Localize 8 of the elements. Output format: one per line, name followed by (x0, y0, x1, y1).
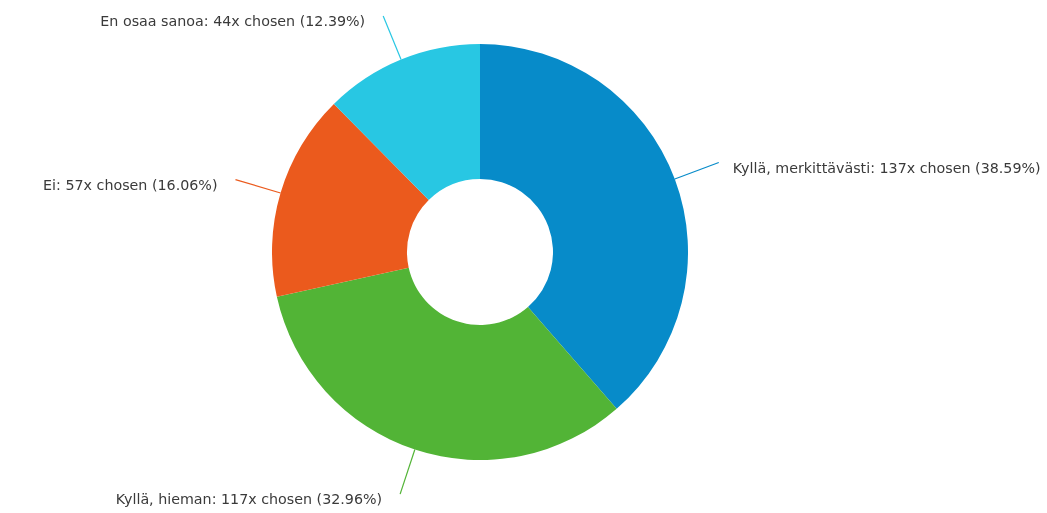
donut-slice (276, 267, 617, 460)
donut-slice (272, 103, 429, 297)
donut-slice (480, 44, 688, 409)
donut-slice (333, 44, 480, 201)
slice-label: Kyllä, hieman: 117x chosen (32.96%) (115, 491, 383, 508)
slice-label: En osaa sanoa: 44x chosen (12.39%) (100, 13, 366, 30)
slice-label: Kyllä, merkittävästi: 137x chosen (38.59%) (732, 159, 1041, 176)
legend-label: Ei: 57x chosen (16.06%) (43, 176, 218, 193)
